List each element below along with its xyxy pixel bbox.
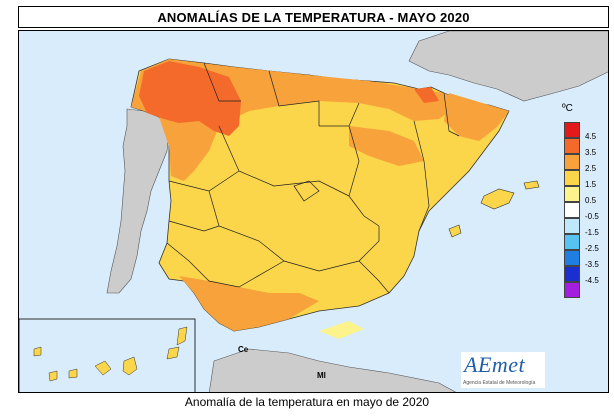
logo-subtitle: Agencia Estatal de Meteorología: [463, 380, 536, 386]
legend-tick-label: 4.5: [585, 132, 597, 141]
anomaly-map: [18, 30, 609, 393]
anomaly-zone-south: [179, 276, 319, 331]
region-borders: [166, 62, 460, 294]
map-canvas: [19, 31, 608, 392]
ceuta-label: Ce: [238, 345, 249, 354]
legend-tick-label: 1.5: [585, 180, 597, 189]
legend-unit: ºC: [562, 103, 573, 114]
legend-swatch: [564, 250, 580, 266]
anomaly-zone-navarra: [414, 87, 439, 103]
logo-name: AEmet: [464, 352, 526, 377]
legend-tick-label: -1.5: [585, 228, 599, 237]
canary-island: [33, 346, 42, 357]
anomaly-zone-ebro: [349, 126, 424, 166]
legend-tick-label: 0.5: [585, 196, 597, 205]
legend-tick-label: -3.5: [585, 260, 599, 269]
anomaly-zone-northeast: [444, 93, 509, 141]
canary-island: [166, 346, 180, 360]
menorca-island: [523, 180, 540, 190]
anomaly-zone-mild: [319, 321, 364, 339]
legend-swatch: [564, 218, 580, 234]
legend-swatch: [564, 138, 580, 154]
canary-inset: [19, 318, 196, 392]
legend-tick-label: -4.5: [585, 276, 599, 285]
legend-swatch: [564, 282, 580, 298]
legend-swatch: [564, 234, 580, 250]
map-caption: Anomalía de la temperatura en mayo de 20…: [184, 395, 430, 409]
legend-swatch: [564, 202, 580, 218]
canary-island: [122, 356, 138, 376]
legend-tick-label: -0.5: [585, 212, 599, 221]
legend-swatch: [564, 266, 580, 282]
canary-island: [176, 326, 188, 346]
france-landmass: [408, 31, 608, 102]
legend-tick-label: 2.5: [585, 164, 597, 173]
canary-island: [94, 360, 112, 376]
legend-swatch: [564, 122, 580, 138]
portugal-landmass: [106, 108, 170, 294]
aemet-logo: AEmet Agencia Estatal de Meteorología: [461, 352, 545, 388]
melilla-label: Ml: [317, 371, 326, 380]
ibiza-island: [448, 224, 462, 238]
map-title: ANOMALÍAS DE LA TEMPERATURA - MAYO 2020: [18, 6, 609, 28]
legend-tick-label: -2.5: [585, 244, 599, 253]
mallorca-island: [480, 188, 515, 210]
legend-swatch: [564, 170, 580, 186]
canary-island: [48, 370, 58, 382]
canary-island: [68, 368, 78, 379]
legend-swatch: [564, 186, 580, 202]
legend-tick-label: 3.5: [585, 148, 597, 157]
africa-landmass: [208, 348, 456, 392]
anomaly-zone-galicia: [139, 61, 241, 136]
legend-swatch: [564, 154, 580, 170]
